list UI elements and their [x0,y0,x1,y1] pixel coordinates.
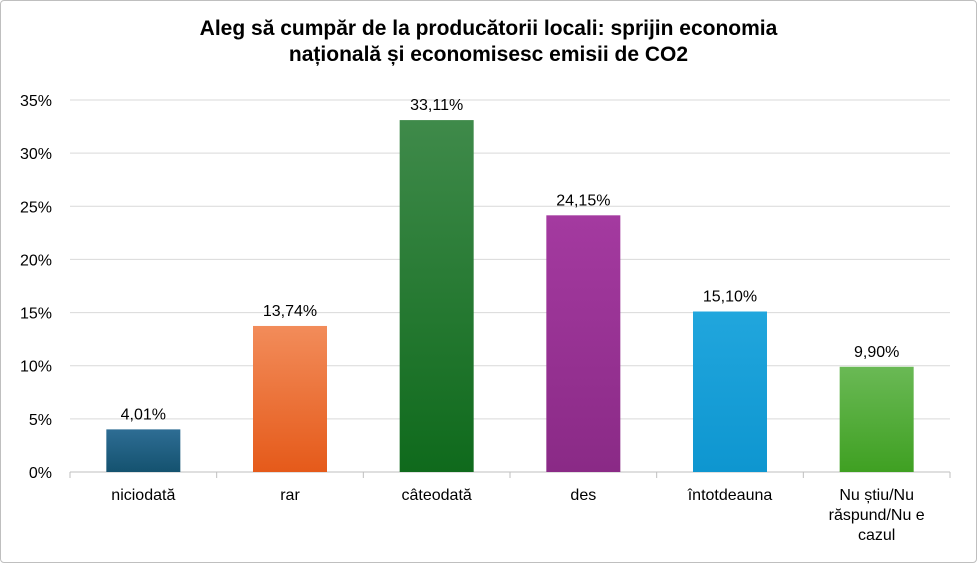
category-label: cazul [858,527,895,544]
chart-title: Aleg să cumpăr de la producătorii locali… [0,16,977,68]
y-tick-label: 30% [20,146,52,163]
data-label: 4,01% [121,406,166,423]
data-label: 33,11% [410,97,463,114]
bar [839,366,914,472]
bars [106,120,914,472]
data-label: 24,15% [556,192,610,209]
category-label: câteodată [402,487,472,504]
bar [253,325,327,472]
category-label: răspund/Nu e [829,507,925,524]
category-label: niciodată [111,487,175,504]
gridlines [70,99,950,473]
y-tick-label: 5% [29,412,52,429]
data-label: 15,10% [703,289,757,306]
bar [693,311,767,472]
y-tick-label: 35% [20,93,52,110]
category-label: rar [280,487,300,504]
data-labels: 4,01% 13,74% 33,11% 24,15% 15,10% 9,90% [121,97,900,423]
bar [546,215,621,472]
chart-title-line-2: națională și economisesc emisii de CO2 [288,43,689,66]
category-label: Nu știu/Nu [839,487,914,504]
y-tick-label: 20% [20,252,52,269]
y-tick-label: 25% [20,199,52,216]
data-label: 9,90% [854,344,899,361]
category-label: întotdeauna [687,487,773,504]
y-tick-label: 10% [20,359,52,376]
bar [106,429,181,472]
data-label: 13,74% [263,303,317,320]
category-label: des [570,487,596,504]
chart-title-line-1: Aleg să cumpăr de la producătorii locali… [199,17,778,40]
x-axis: niciodată rar câteodată des întotdeauna Nu șt… [69,472,951,544]
bar [399,120,474,472]
y-axis: 0% 5% 10% 15% 20% 25% 30% 35% [20,93,52,482]
y-tick-label: 15% [20,306,52,323]
y-tick-label: 0% [29,465,52,482]
